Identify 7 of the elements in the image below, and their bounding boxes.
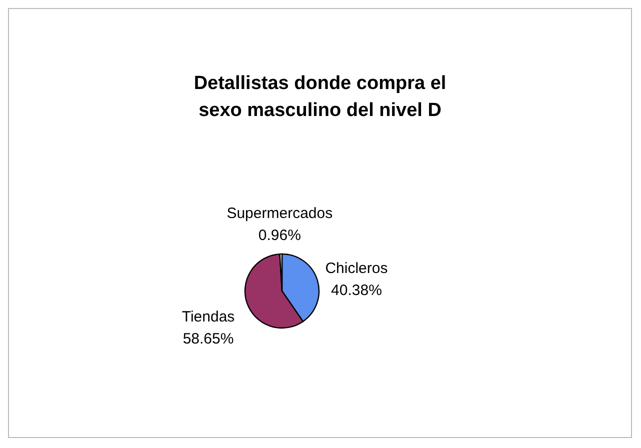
slice-label: Chicleros: [325, 260, 388, 277]
data-label: 0.96%: [258, 227, 301, 244]
data-label: 58.65%: [182, 330, 234, 348]
chart-title: Detallistas donde compra el sexo masculino del nivel D: [192, 72, 448, 123]
slice-label: Tiendas: [182, 308, 235, 326]
data-label: 40.38%: [331, 282, 382, 299]
slice-label: Supermercados: [226, 205, 333, 222]
